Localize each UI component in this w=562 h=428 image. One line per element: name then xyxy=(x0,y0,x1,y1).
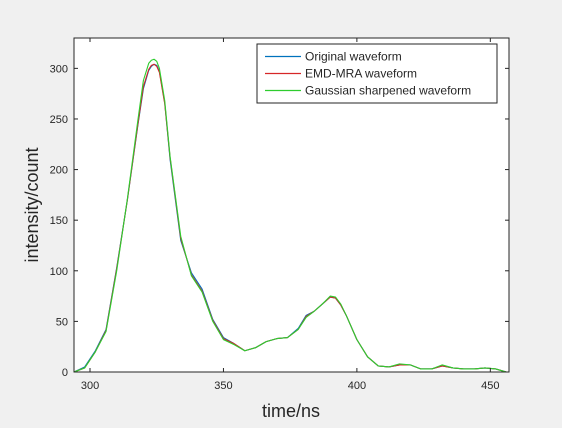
axes-box xyxy=(73,37,510,373)
y-tick-label: 100 xyxy=(50,266,68,278)
y-tick-label: 150 xyxy=(50,215,68,227)
legend-entry-3: Gaussian sharpened waveform xyxy=(305,84,471,98)
x-axis-label: time/ns xyxy=(262,401,320,421)
y-tick-label: 250 xyxy=(50,114,68,126)
y-axis-label: intensity/count xyxy=(22,147,42,262)
series-layer xyxy=(74,58,509,372)
legend-entry-2: EMD-MRA waveform xyxy=(305,67,417,81)
y-tick-label: 0 xyxy=(62,367,68,379)
y-tick-label: 50 xyxy=(56,316,68,328)
legend: Original waveform EMD-MRA waveform Gaussia… xyxy=(256,43,498,104)
x-tick-label: 450 xyxy=(481,380,499,392)
ticks-layer: 300 350 400 450 0 50 100 150 200 250 300 xyxy=(50,38,509,392)
y-tick-label: 200 xyxy=(50,165,68,177)
legend-entry-1: Original waveform xyxy=(305,50,402,64)
series-line-3 xyxy=(74,58,509,372)
x-tick-label: 300 xyxy=(81,380,99,392)
x-tick-label: 350 xyxy=(214,380,232,392)
y-tick-label: 300 xyxy=(50,63,68,75)
x-tick-label: 400 xyxy=(348,380,366,392)
